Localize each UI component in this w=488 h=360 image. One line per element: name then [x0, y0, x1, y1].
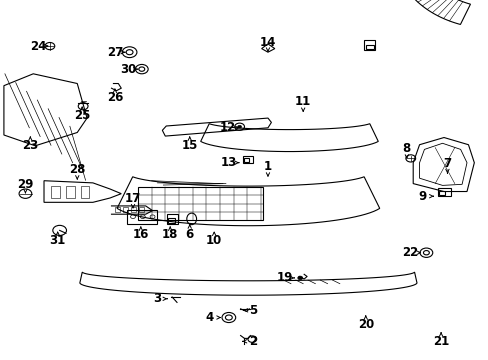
Bar: [81, 186, 89, 198]
Circle shape: [237, 125, 241, 128]
Bar: [123, 207, 128, 212]
Text: 19: 19: [276, 271, 292, 284]
Bar: [243, 158, 249, 162]
Text: 30: 30: [120, 63, 136, 76]
Text: 3: 3: [153, 292, 161, 305]
Text: 22: 22: [401, 246, 417, 259]
Text: 12: 12: [219, 121, 235, 134]
Text: 7: 7: [443, 157, 450, 170]
Text: 31: 31: [49, 234, 66, 247]
Bar: [131, 207, 136, 212]
Text: 29: 29: [17, 178, 34, 191]
Text: 9: 9: [418, 190, 426, 203]
Text: 27: 27: [106, 46, 123, 59]
Text: 26: 26: [106, 91, 123, 104]
Text: 5: 5: [249, 304, 257, 317]
Bar: [115, 207, 120, 212]
Bar: [365, 45, 373, 49]
Bar: [168, 218, 175, 223]
Circle shape: [297, 276, 302, 280]
Bar: [167, 214, 178, 224]
Text: 1: 1: [264, 160, 271, 173]
Text: 20: 20: [357, 318, 373, 331]
Text: 24: 24: [30, 40, 46, 53]
Text: 18: 18: [162, 228, 178, 241]
Bar: [242, 156, 253, 163]
Text: 16: 16: [132, 228, 149, 241]
Text: 2: 2: [249, 335, 257, 348]
Bar: [364, 40, 374, 50]
Text: 4: 4: [205, 311, 213, 324]
Text: 11: 11: [294, 95, 311, 108]
Bar: [51, 186, 60, 198]
Text: 23: 23: [22, 139, 39, 152]
Text: 6: 6: [185, 228, 193, 240]
Circle shape: [405, 155, 415, 162]
Text: 15: 15: [181, 139, 198, 152]
Text: 8: 8: [402, 142, 410, 155]
Bar: [66, 186, 75, 198]
Bar: [438, 191, 445, 195]
Text: 10: 10: [205, 234, 222, 247]
Bar: [138, 187, 262, 220]
Bar: [127, 210, 157, 224]
Bar: [139, 207, 143, 212]
Text: 13: 13: [220, 156, 237, 169]
Text: 17: 17: [124, 192, 141, 205]
Text: 25: 25: [74, 109, 90, 122]
Text: 21: 21: [432, 335, 448, 348]
Text: 28: 28: [69, 163, 85, 176]
Bar: [437, 188, 450, 196]
Text: 14: 14: [259, 36, 276, 49]
